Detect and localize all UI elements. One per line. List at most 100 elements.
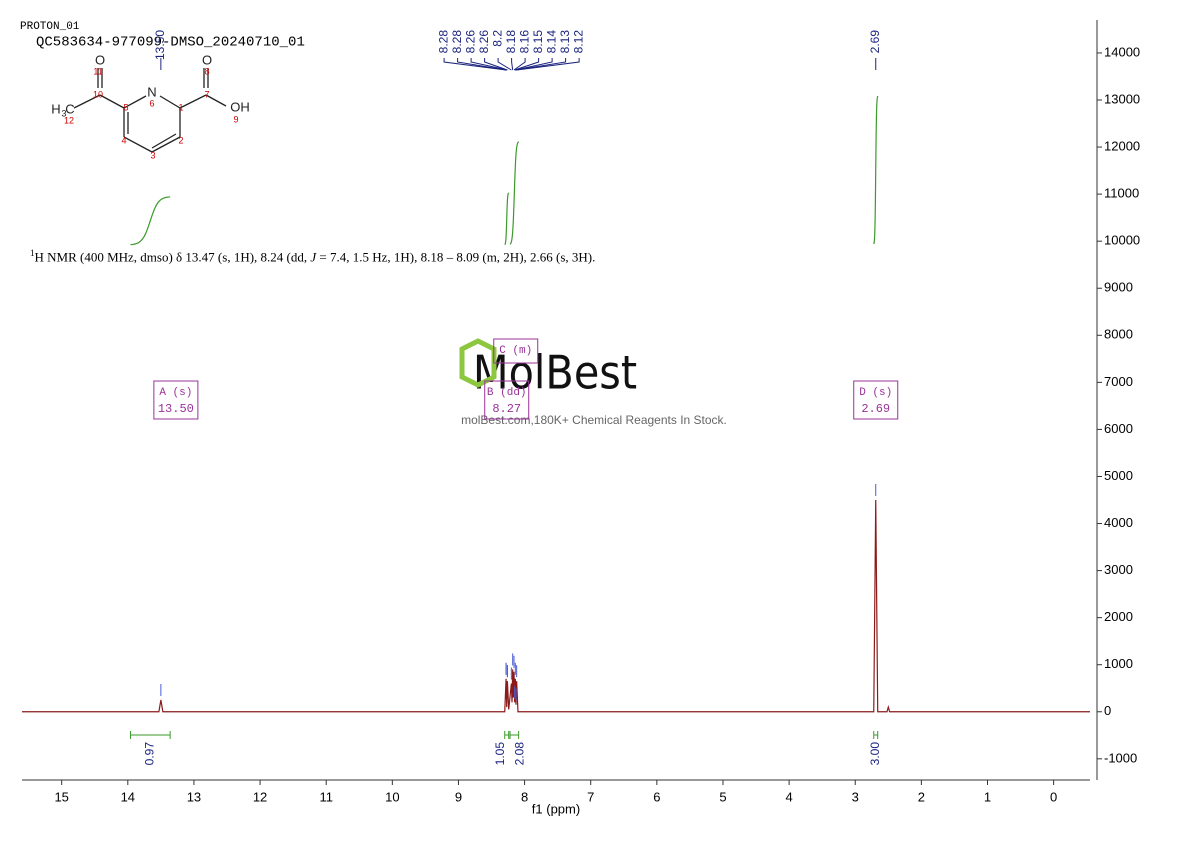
- x-tick-label: 14: [121, 789, 135, 804]
- integral-bracket: [129, 731, 171, 739]
- integral-label: 0.97: [142, 742, 156, 766]
- y-tick-label: 9000: [1104, 280, 1133, 295]
- x-tick-label: 0: [1050, 789, 1057, 804]
- experiment: PROTON_01: [20, 21, 80, 33]
- atom-label: 8: [204, 66, 209, 76]
- sample: QC583634-977099-DMSO_20240710_01: [36, 35, 305, 51]
- x-tick-label: 8: [521, 789, 528, 804]
- y-tick-label: 5000: [1104, 468, 1133, 483]
- multiplet-name: C (m): [499, 345, 532, 357]
- atom-label: 10: [93, 89, 103, 99]
- y-tick-label: 7000: [1104, 374, 1133, 389]
- y-tick-label: 2000: [1104, 609, 1133, 624]
- x-tick-label: 9: [455, 789, 462, 804]
- peak-leader: [497, 58, 512, 71]
- peak-label: 8.16: [517, 30, 531, 54]
- peak-label: 8.26: [463, 30, 477, 54]
- x-tick-label: 15: [54, 789, 68, 804]
- peak-label: 8.28: [436, 30, 450, 54]
- multiplet-box: [153, 380, 199, 420]
- atom-label: 2: [178, 135, 183, 145]
- peak-leader: [513, 58, 526, 71]
- y-tick-label: 8000: [1104, 327, 1133, 342]
- x-tick-label: 4: [785, 789, 792, 804]
- peak-leader: [443, 58, 507, 71]
- integral-label: 2.08: [513, 742, 527, 766]
- atom-label: 9: [233, 114, 238, 124]
- multiplet-name: B (dd): [487, 387, 527, 399]
- peak-label: 8.2: [490, 30, 504, 47]
- atom-label: 3: [61, 108, 66, 118]
- x-tick-label: 13: [187, 789, 201, 804]
- multiplet-name: D (s): [859, 387, 892, 399]
- x-tick-label: 6: [653, 789, 660, 804]
- text: H NMR (400 MHz, dmso) δ 13.47 (s, 1H), 8…: [34, 249, 311, 265]
- atom-label: 4: [121, 135, 126, 145]
- x-tick-label: 5: [719, 789, 726, 804]
- peak-leader: [515, 58, 553, 71]
- y-tick-label: 12000: [1104, 138, 1140, 153]
- x-tick-label: 11: [319, 789, 333, 804]
- y-tick-label: 13000: [1104, 91, 1140, 106]
- atom-label: H: [51, 101, 60, 116]
- y-tick-label: 0: [1104, 703, 1111, 718]
- peak-label: 8.15: [531, 30, 545, 54]
- y-tick-label: 10000: [1104, 233, 1140, 248]
- watermark-logo: MolBest: [473, 346, 637, 400]
- italic: J: [310, 249, 317, 265]
- x-tick-label: 2: [918, 789, 925, 804]
- peak-label: 13.50: [153, 30, 167, 60]
- integral-bracket: [504, 731, 510, 739]
- peak-label: 2.69: [868, 30, 882, 54]
- structure: [73, 68, 227, 153]
- atom-label: 1: [178, 102, 183, 112]
- peak-label: 8.14: [544, 30, 558, 54]
- integral-label: 1.05: [493, 742, 507, 766]
- multiplet-shift: 2.69: [861, 402, 890, 416]
- text: = 7.4, 1.5 Hz, 1H), 8.18 – 8.09 (m, 2H),…: [316, 249, 596, 265]
- atom-label: 11: [93, 66, 102, 76]
- multiplet-shift: 13.50: [158, 402, 194, 416]
- integral-curve: [509, 141, 520, 245]
- x-tick-label: 1: [984, 789, 991, 804]
- peak-leader: [457, 58, 507, 71]
- nmr-description: 1H NMR (400 MHz, dmso) δ 13.47 (s, 1H), …: [30, 244, 600, 266]
- multiplet-shift: 8.27: [492, 402, 521, 416]
- y-tick-label: 3000: [1104, 562, 1133, 577]
- x-tick-label: 7: [587, 789, 594, 804]
- peak-leader: [514, 58, 540, 71]
- atom-label: OH: [230, 99, 250, 114]
- spectrum: [22, 499, 1090, 713]
- x-tick-label: 12: [253, 789, 267, 804]
- atom-label: 12: [64, 115, 74, 125]
- peak-label: 8.26: [477, 30, 491, 54]
- integral-curve: [873, 95, 879, 245]
- x-tick-label: 3: [852, 789, 859, 804]
- integral-curve: [130, 196, 171, 246]
- peak-label: 8.28: [450, 30, 464, 54]
- watermark-tagline: molBest.com,180K+ Chemical Reagents In S…: [461, 413, 727, 427]
- integral-label: 3.00: [868, 742, 882, 766]
- y-tick-label: 11000: [1104, 186, 1139, 201]
- atom-label: 7: [204, 89, 209, 99]
- multiplet-box: [853, 380, 899, 420]
- peak-leader: [511, 58, 514, 71]
- peak-leader: [470, 58, 508, 71]
- peak-leader: [484, 58, 508, 71]
- atom-label: 5: [123, 102, 128, 112]
- peak-label: 8.13: [558, 30, 572, 54]
- multiplet-name: A (s): [159, 387, 192, 399]
- atom-label: O: [202, 52, 212, 67]
- watermark-icon: [459, 338, 497, 388]
- atom-label: 6: [149, 98, 154, 108]
- multiplet-box: [484, 380, 530, 420]
- integral-curve: [504, 192, 510, 246]
- y-tick-label: 1000: [1104, 656, 1133, 671]
- atom-label: 3: [150, 150, 155, 160]
- y-tick-label: 6000: [1104, 421, 1133, 436]
- peak-label: 8.18: [504, 30, 518, 54]
- integral-bracket: [509, 731, 520, 739]
- atom-label: C: [65, 101, 74, 116]
